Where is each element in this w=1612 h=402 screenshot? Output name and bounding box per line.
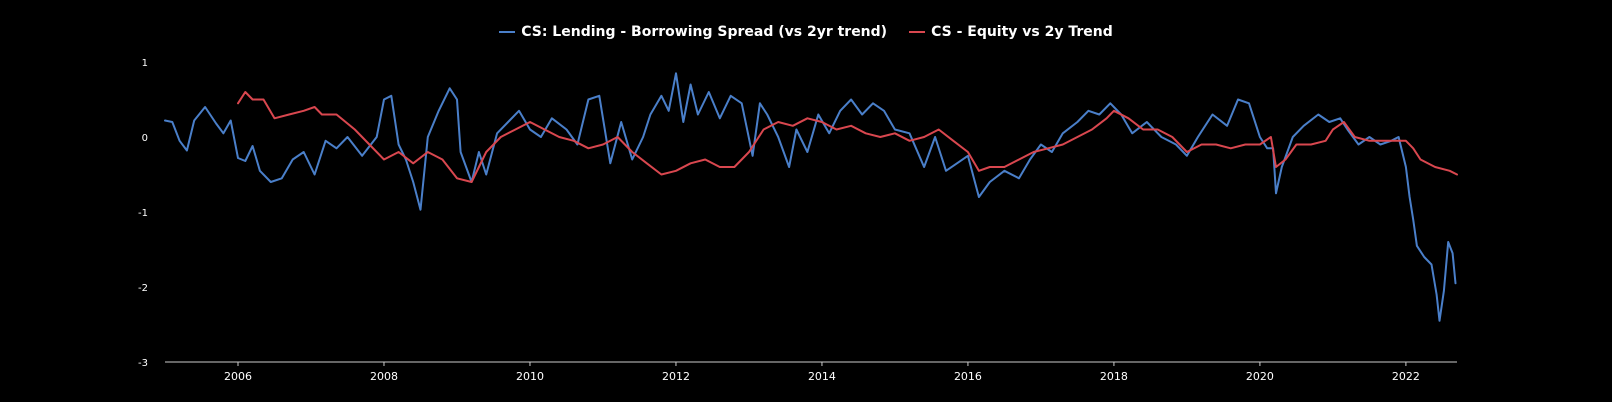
series-line-equity-trend — [237, 91, 1458, 183]
legend-swatch-equity-trend — [909, 31, 926, 33]
x-tick-label: 2018 — [1100, 370, 1128, 383]
x-tick-label: 2022 — [1392, 370, 1420, 383]
y-tick-label: 0 — [142, 133, 148, 144]
x-tick-label: 2014 — [808, 370, 836, 383]
y-tick-label: 1 — [142, 58, 148, 69]
y-tick-label: -1 — [138, 208, 148, 219]
legend-label-equity-trend: CS - Equity vs 2y Trend — [931, 24, 1113, 40]
y-tick-label: -2 — [138, 283, 148, 294]
legend: CS: Lending - Borrowing Spread (vs 2yr t… — [0, 24, 1612, 40]
legend-swatch-lending-spread — [499, 31, 516, 33]
x-tick-label: 2010 — [516, 370, 544, 383]
legend-item-equity-trend[interactable]: CS - Equity vs 2y Trend — [909, 24, 1113, 40]
x-tick-label: 2006 — [224, 370, 252, 383]
x-tick-label: 2008 — [370, 370, 398, 383]
x-tick-label: 2012 — [662, 370, 690, 383]
x-tick-label: 2016 — [954, 370, 982, 383]
series-line-lending-spread — [164, 72, 1457, 322]
legend-item-lending-spread[interactable]: CS: Lending - Borrowing Spread (vs 2yr t… — [499, 24, 887, 40]
legend-label-lending-spread: CS: Lending - Borrowing Spread (vs 2yr t… — [521, 24, 888, 40]
x-tick-label: 2020 — [1246, 370, 1274, 383]
y-tick-label: -3 — [138, 358, 148, 369]
